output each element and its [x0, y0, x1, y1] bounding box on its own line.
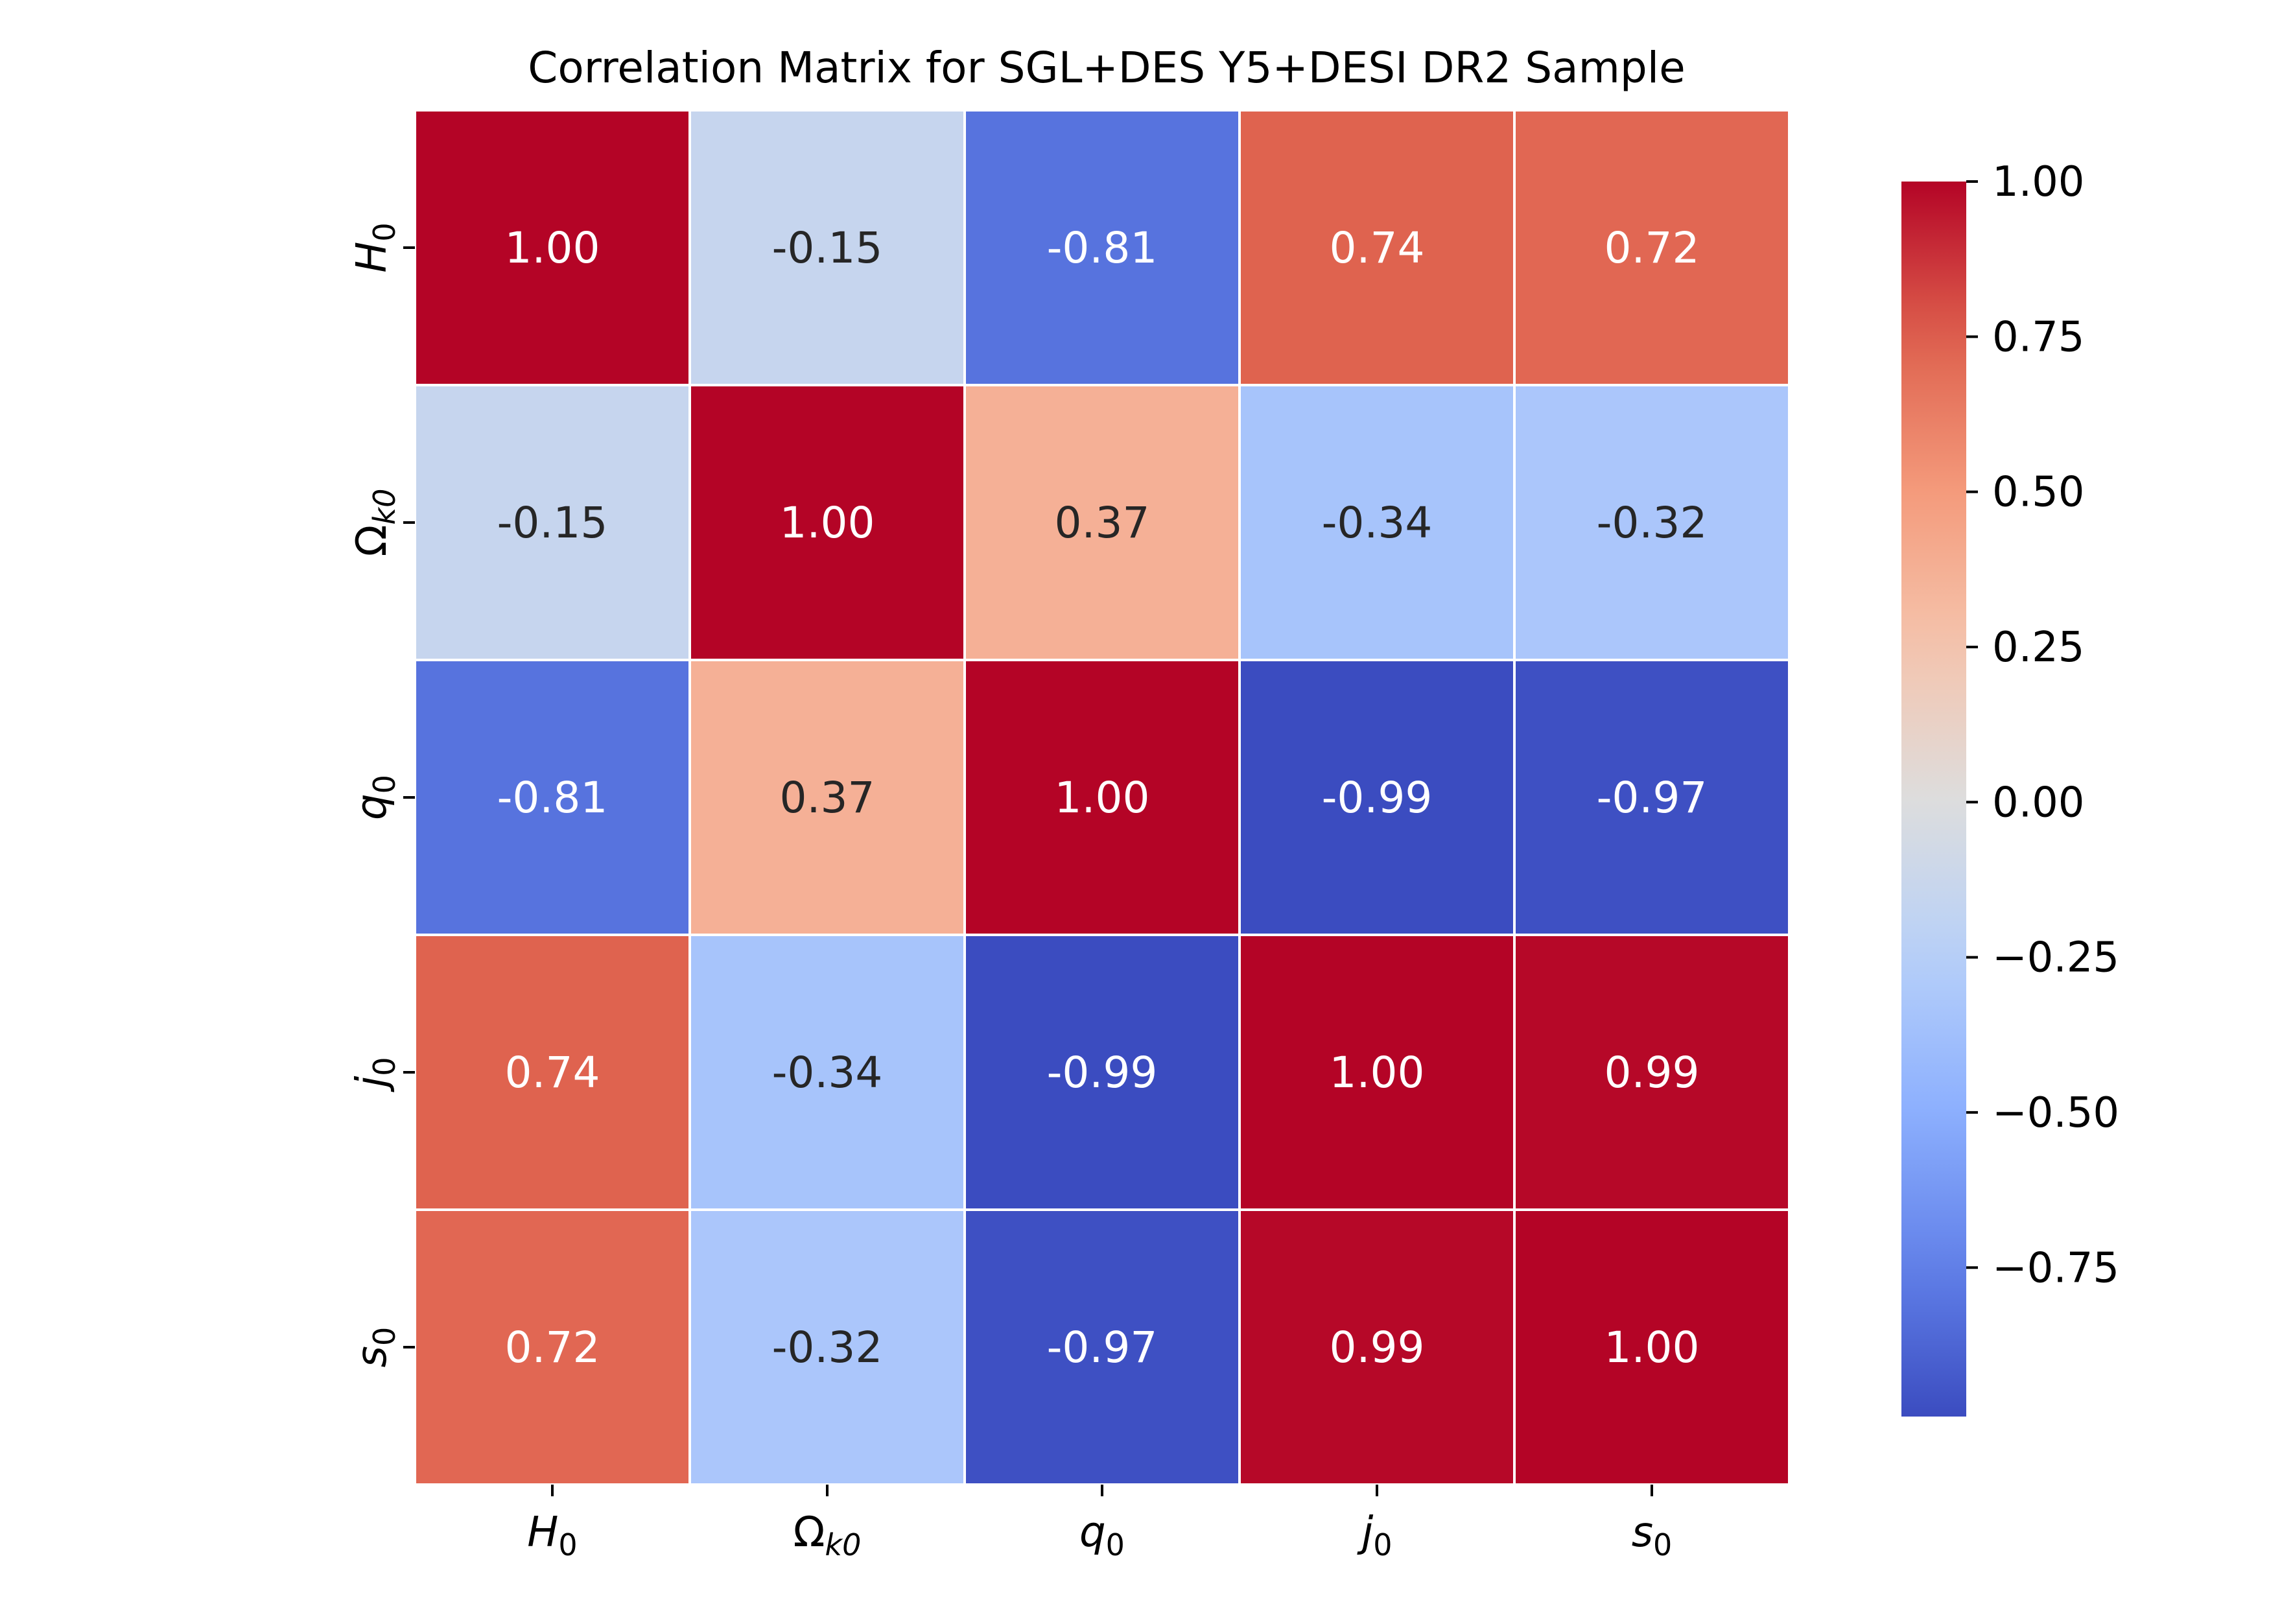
colorbar-tick-label-7: −0.75	[1992, 1244, 2119, 1292]
x-tick-label-1: Ωk0	[794, 1509, 862, 1562]
cell-value-label-r4-c4: 1.00	[1605, 1323, 1700, 1372]
heatmap-cells	[414, 109, 1791, 1486]
cell-value-label-r2-c1: 0.37	[780, 773, 875, 823]
cell-value-label-r2-c4: -0.97	[1597, 773, 1708, 823]
heatmap-cell-r2-c4	[1513, 659, 1791, 936]
cell-value-label-r2-c3: -0.99	[1322, 773, 1433, 823]
cell-value-label-r3-c2: -0.99	[1047, 1048, 1158, 1098]
heatmap-cell-r0-c2	[963, 109, 1241, 386]
heatmap-cell-r1-c0	[414, 384, 691, 661]
heatmap-cell-r4-c4	[1513, 1208, 1791, 1486]
cell-value-label-r1-c4: -0.32	[1597, 498, 1708, 548]
cell-value-label-r1-c0: -0.15	[497, 498, 608, 548]
heatmap-cell-r3-c4	[1513, 934, 1791, 1211]
colorbar-tick-label-5: −0.25	[1992, 934, 2119, 982]
heatmap-cell-r0-c3	[1238, 109, 1516, 386]
heatmap-cell-r2-c2	[963, 659, 1241, 936]
cell-value-label-r1-c1: 1.00	[780, 498, 875, 548]
x-tick-label-4: s0	[1632, 1509, 1673, 1562]
cell-value-label-r3-c0: 0.74	[505, 1048, 600, 1098]
y-tick-label-3: j0	[348, 1057, 402, 1092]
x-tick-label-3: j0	[1356, 1509, 1392, 1562]
cell-value-label-r3-c1: -0.34	[772, 1048, 883, 1098]
cell-value-label-r4-c3: 0.99	[1330, 1323, 1425, 1372]
heatmap-cell-r0-c4	[1513, 109, 1791, 386]
cell-value-label-r1-c2: 0.37	[1055, 498, 1150, 548]
y-tick-label-4: s0	[348, 1327, 402, 1368]
heatmap-cell-r0-c1	[688, 109, 966, 386]
heatmap-cell-r1-c4	[1513, 384, 1791, 661]
heatmap-cell-r0-c0	[414, 109, 691, 386]
cell-value-label-r0-c1: -0.15	[772, 223, 883, 273]
heatmap-cell-labels: 1.00 -0.15 -0.81 0.74 0.72 -0.15 1.00 0.37 -0.34…	[497, 223, 1708, 1372]
y-axis: H0 Ωk0 q0 j0 s0	[348, 222, 415, 1367]
cell-value-label-r4-c2: -0.97	[1047, 1323, 1158, 1372]
colorbar-tick-label-0: 1.00	[1992, 158, 2085, 206]
cell-value-label-r0-c2: -0.81	[1047, 223, 1158, 273]
heatmap-cell-r4-c2	[963, 1208, 1241, 1486]
cell-value-label-r4-c1: -0.32	[772, 1323, 883, 1372]
colorbar-tick-label-6: −0.50	[1992, 1089, 2119, 1137]
cell-value-label-r4-c0: 0.72	[505, 1323, 600, 1372]
cell-value-label-r3-c3: 1.00	[1330, 1048, 1425, 1098]
heatmap-cell-r3-c2	[963, 934, 1241, 1211]
cell-value-label-r1-c3: -0.34	[1322, 498, 1433, 548]
colorbar-tick-label-4: 0.00	[1992, 779, 2085, 827]
chart-title: Correlation Matrix for SGL+DES Y5+DESI D…	[528, 43, 1686, 93]
y-tick-label-1: Ωk0	[348, 489, 402, 557]
cell-value-label-r0-c3: 0.74	[1330, 223, 1425, 273]
cell-value-label-r2-c0: -0.81	[497, 773, 608, 823]
heatmap-cell-r3-c3	[1238, 934, 1516, 1211]
heatmap-cell-r4-c0	[414, 1208, 691, 1486]
cell-value-label-r0-c4: 0.72	[1605, 223, 1700, 273]
colorbar-tick-label-3: 0.25	[1992, 624, 2085, 672]
colorbar-gradient	[1901, 182, 1966, 1417]
y-tick-label-0: H0	[348, 222, 402, 272]
y-tick-label-2: q0	[348, 775, 402, 820]
colorbar-tick-label-2: 0.50	[1992, 469, 2085, 517]
cell-value-label-r2-c2: 1.00	[1055, 773, 1150, 823]
colorbar: 1.00 0.75 0.50 0.25 0.00 −0.25 −0.50 −0.75	[1901, 158, 2119, 1417]
x-tick-label-0: H0	[527, 1509, 577, 1562]
x-tick-label-2: q0	[1079, 1509, 1125, 1562]
x-axis: H0 Ωk0 q0 j0 s0	[527, 1485, 1672, 1562]
heatmap-cell-r1-c2	[963, 384, 1241, 661]
heatmap-cell-r3-c1	[688, 934, 966, 1211]
heatmap-cell-r2-c3	[1238, 659, 1516, 936]
heatmap-cell-r2-c1	[688, 659, 966, 936]
cell-value-label-r3-c4: 0.99	[1605, 1048, 1700, 1098]
colorbar-tick-label-1: 0.75	[1992, 313, 2085, 361]
cell-value-label-r0-c0: 1.00	[505, 223, 600, 273]
heatmap-cell-r4-c1	[688, 1208, 966, 1486]
